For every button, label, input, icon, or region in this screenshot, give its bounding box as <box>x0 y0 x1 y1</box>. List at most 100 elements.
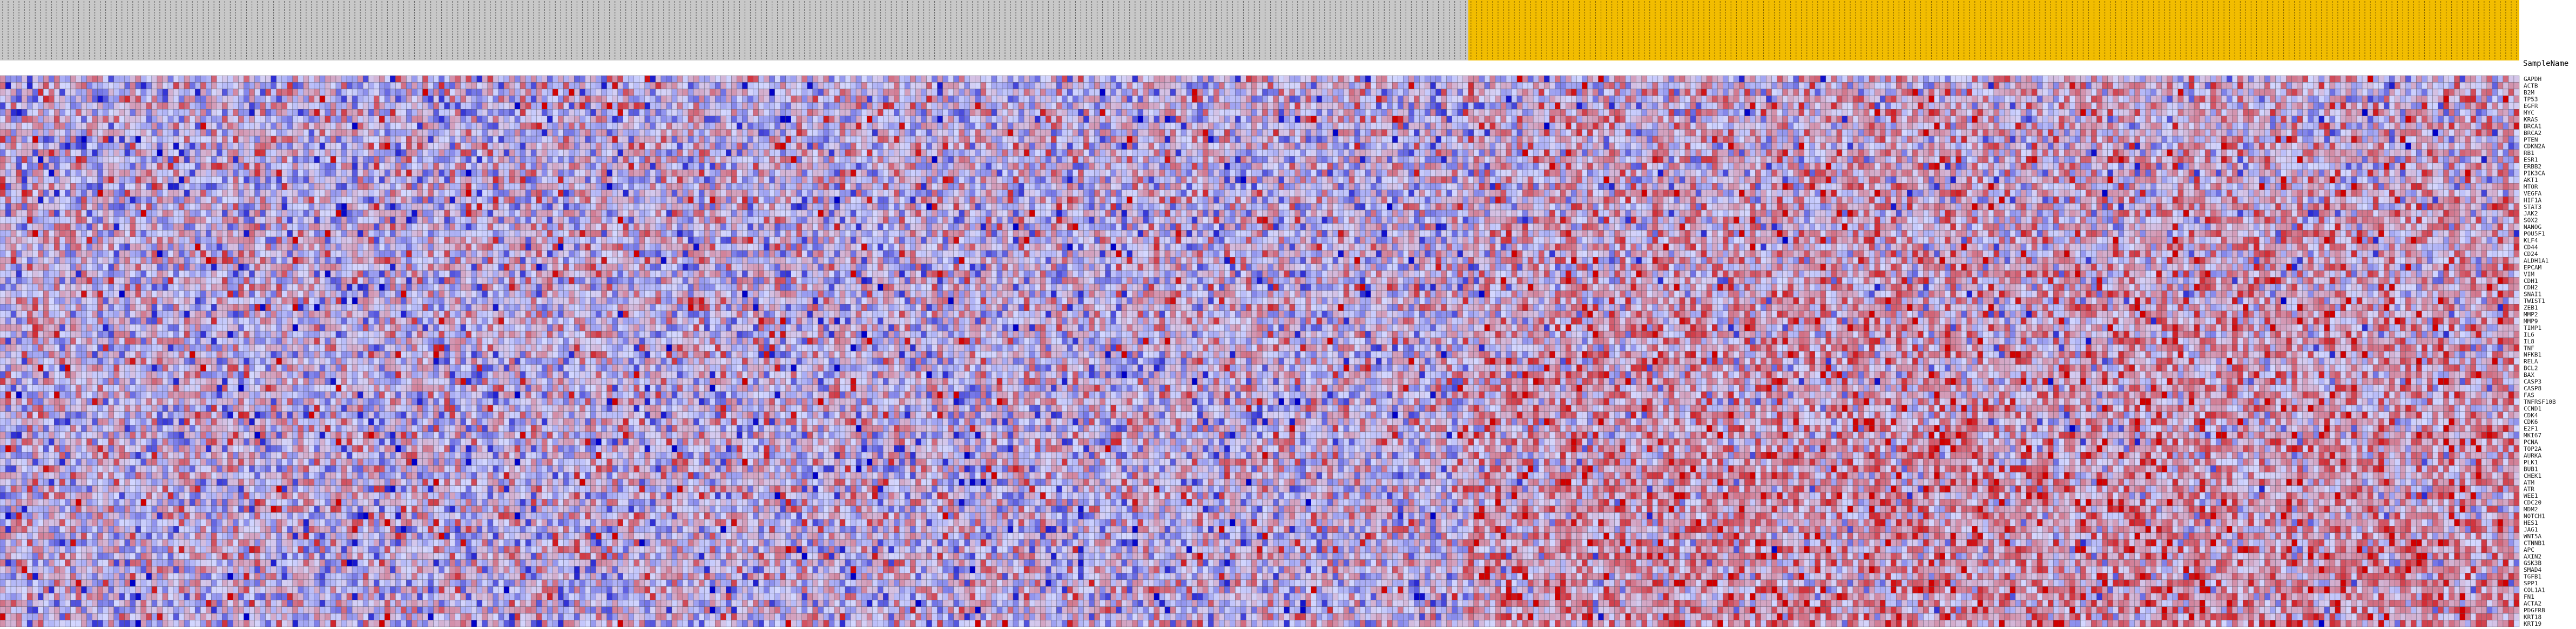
heatmap-cell <box>471 109 477 116</box>
heatmap-cell <box>385 76 390 82</box>
heatmap-cell <box>2427 116 2432 123</box>
heatmap-cell <box>1750 103 1755 109</box>
heatmap-cell <box>1095 123 1100 129</box>
heatmap-cell <box>547 103 552 109</box>
heatmap-cell <box>1728 96 1734 102</box>
heatmap-cell <box>531 82 536 89</box>
heatmap-cell <box>1858 89 1864 96</box>
heatmap-cell <box>915 109 921 116</box>
heatmap-cell <box>1891 103 1896 109</box>
heatmap-cell <box>2487 82 2492 89</box>
heatmap-cell <box>423 103 428 109</box>
heatmap-cell <box>623 109 629 116</box>
heatmap-cell <box>1669 96 1674 102</box>
heatmap-cell <box>2059 116 2064 123</box>
heatmap-cell <box>1485 103 1490 109</box>
heatmap-cell <box>1485 76 1490 82</box>
heatmap-cell <box>1263 103 1268 109</box>
heatmap-cell <box>1766 109 1772 116</box>
heatmap-cell <box>211 116 217 123</box>
heatmap-cell <box>1750 89 1755 96</box>
heatmap-cell <box>1073 103 1078 109</box>
heatmap-cell <box>395 123 401 129</box>
heatmap-cell <box>1826 82 1831 89</box>
heatmap-cell <box>1663 109 1669 116</box>
heatmap-cell <box>824 123 829 129</box>
heatmap-cell <box>1273 82 1279 89</box>
heatmap-cell <box>1582 116 1587 123</box>
heatmap-cell <box>1869 89 1874 96</box>
heatmap-cell <box>412 130 417 136</box>
heatmap-cell <box>596 130 602 136</box>
heatmap-cell <box>1549 89 1555 96</box>
heatmap-cell <box>2248 96 2254 102</box>
heatmap-cell <box>1143 89 1149 96</box>
heatmap-cell <box>720 96 726 102</box>
heatmap-cell <box>2351 89 2357 96</box>
heatmap-cell <box>645 109 650 116</box>
heatmap-cell <box>2351 123 2357 129</box>
heatmap-cell <box>352 76 358 82</box>
heatmap-cell <box>1837 116 1842 123</box>
heatmap-cell <box>693 103 699 109</box>
heatmap-cell <box>65 109 70 116</box>
heatmap-cell <box>677 76 683 82</box>
heatmap-cell <box>1772 76 1777 82</box>
heatmap-cell <box>542 89 547 96</box>
heatmap-cell <box>666 76 672 82</box>
heatmap-cell <box>2227 123 2232 129</box>
heatmap-cell <box>320 123 325 129</box>
heatmap-cell <box>1170 116 1176 123</box>
heatmap-cell <box>1576 96 1582 102</box>
heatmap-cell <box>179 116 184 123</box>
heatmap-cell <box>656 82 661 89</box>
heatmap-cell <box>1495 82 1501 89</box>
heatmap-cell <box>298 82 304 89</box>
heatmap-cell <box>1246 123 1251 129</box>
heatmap-cell <box>1923 103 1928 109</box>
heatmap-cell <box>309 96 314 102</box>
heatmap-cell <box>2021 89 2026 96</box>
heatmap-cell <box>43 96 49 102</box>
heatmap-cell <box>2427 109 2432 116</box>
heatmap-cell <box>200 130 206 136</box>
heatmap-cell <box>1501 89 1506 96</box>
heatmap-cell <box>1479 82 1485 89</box>
heatmap-cell <box>1544 123 1549 129</box>
heatmap-cell <box>1837 76 1842 82</box>
heatmap-cell <box>2075 103 2080 109</box>
heatmap-cell <box>1560 109 1566 116</box>
heatmap-cell <box>1804 82 1810 89</box>
heatmap-cell <box>688 82 693 89</box>
heatmap-cell <box>374 109 379 116</box>
heatmap-cell <box>152 109 157 116</box>
heatmap-cell <box>1723 76 1728 82</box>
heatmap-cell <box>1522 96 1528 102</box>
heatmap-cell <box>146 109 152 116</box>
heatmap-cell <box>1972 82 1978 89</box>
heatmap-cell <box>1452 109 1458 116</box>
heatmap-cell <box>450 89 455 96</box>
heatmap-cell <box>992 76 997 82</box>
heatmap-cell <box>2216 96 2221 102</box>
heatmap-cell <box>1961 103 1967 109</box>
heatmap-cell <box>1712 123 1717 129</box>
heatmap-cell <box>1436 109 1441 116</box>
heatmap-cell <box>775 116 780 123</box>
heatmap-cell <box>1653 96 1658 102</box>
heatmap-cell <box>1956 76 1961 82</box>
heatmap-cell <box>190 116 195 123</box>
heatmap-cell <box>1723 116 1728 123</box>
heatmap-cell <box>1051 89 1056 96</box>
heatmap-cell <box>1880 89 1885 96</box>
heatmap-cell <box>1365 76 1371 82</box>
heatmap-cell <box>325 123 331 129</box>
heatmap-cell <box>1864 89 1869 96</box>
heatmap-cell <box>867 116 872 123</box>
heatmap-cell <box>1338 123 1344 129</box>
heatmap-cell <box>1750 96 1755 102</box>
heatmap-cell <box>1349 89 1354 96</box>
heatmap-cell <box>780 123 786 129</box>
heatmap-cell <box>629 116 634 123</box>
heatmap-cell <box>2444 123 2449 129</box>
